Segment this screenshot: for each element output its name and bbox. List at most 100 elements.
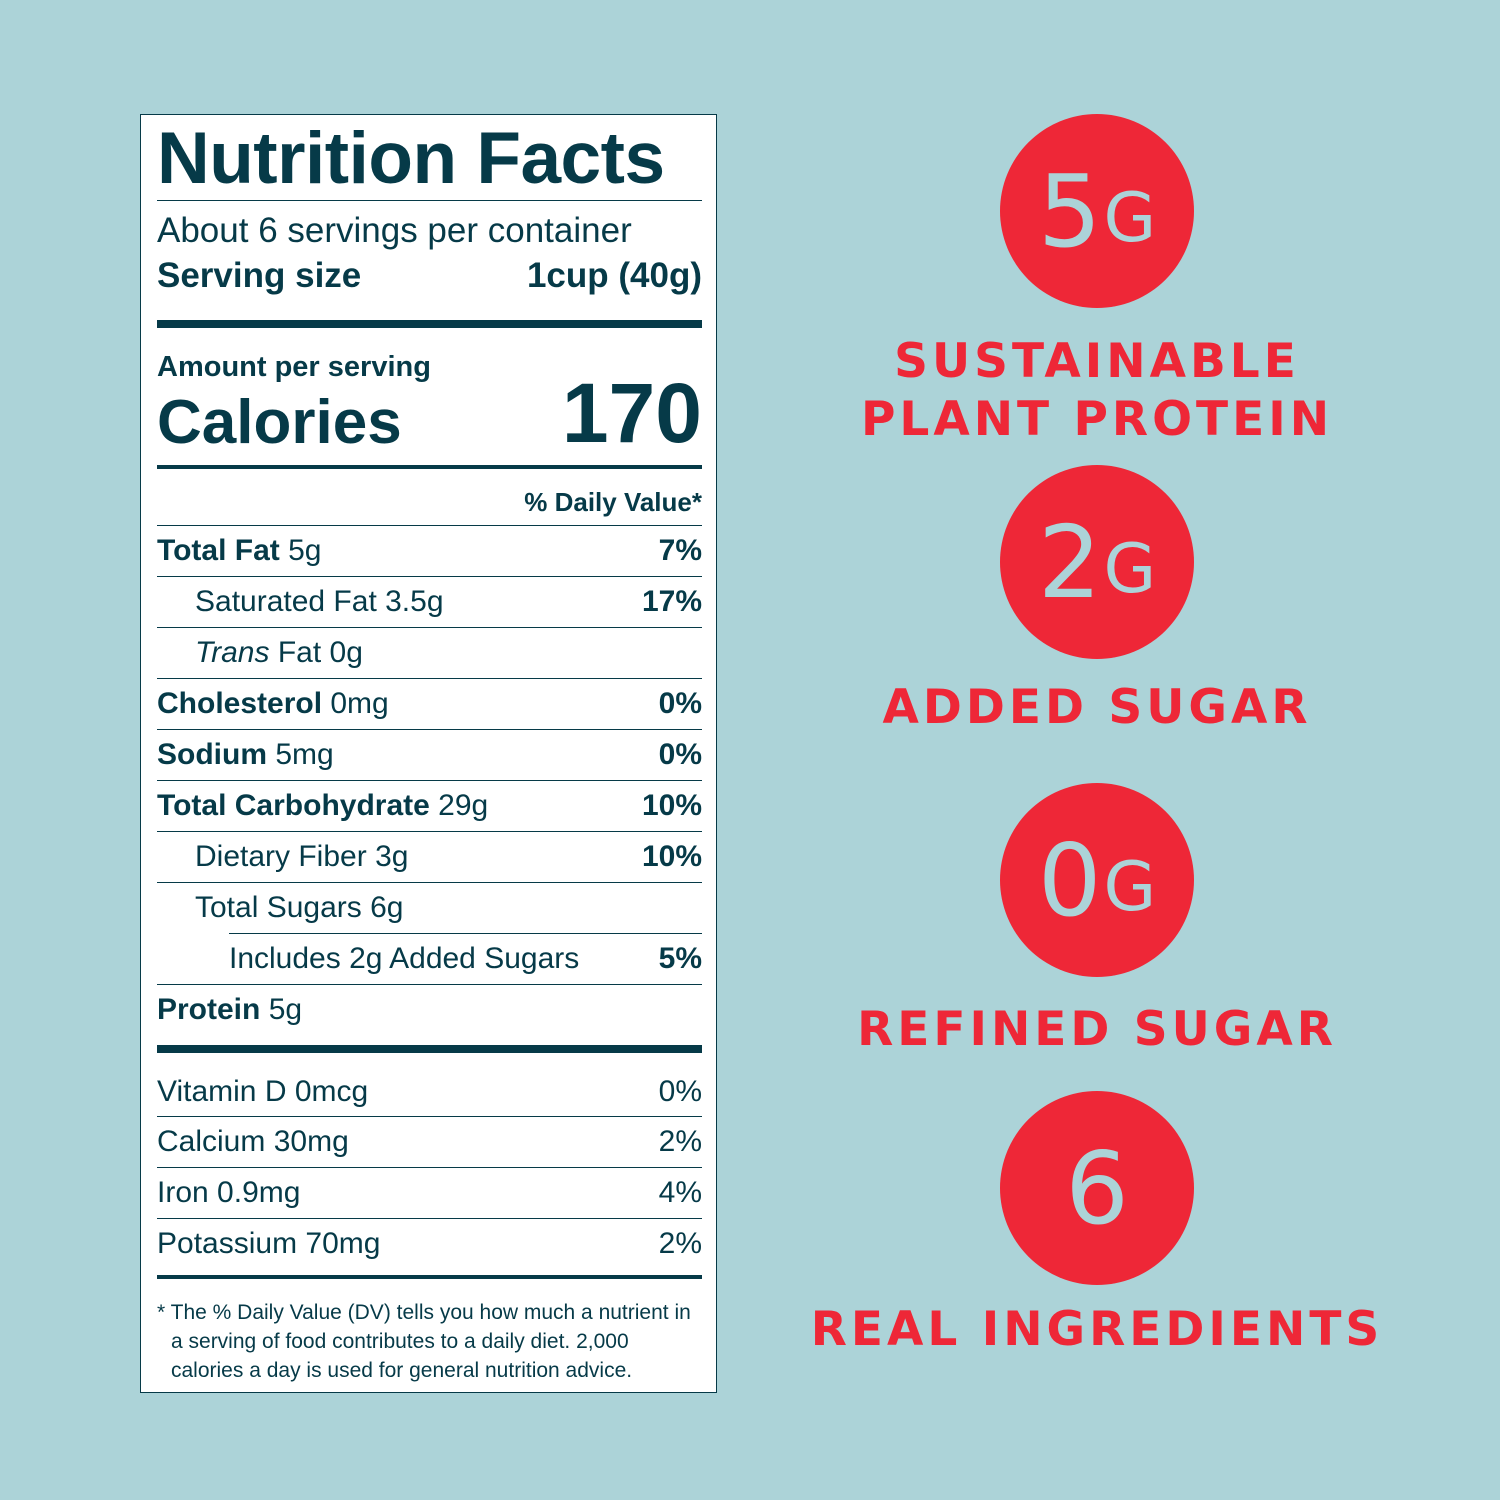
nutrient-name: Dietary Fiber — [195, 840, 367, 873]
nutrient-name: Total Carbohydrate — [157, 789, 430, 822]
nutrient-amount: 29g — [438, 789, 489, 822]
nutrient-name: Total Sugars — [195, 891, 362, 924]
vitamin-row: Iron 0.9mg 4% — [157, 1167, 702, 1218]
medium-rule — [157, 465, 702, 469]
caption-line: REFINED SUGAR — [857, 1002, 1337, 1057]
nutrient: Trans Fat 0g — [157, 636, 363, 670]
medium-rule — [157, 1275, 702, 1279]
badge-unit: G — [1103, 847, 1157, 927]
label-title: Nutrition Facts — [157, 118, 665, 199]
vitamin: Calcium 30mg — [157, 1125, 349, 1159]
nutrient-dv: 7% — [658, 534, 702, 567]
calories-value: 170 — [561, 366, 702, 460]
nutrient-dv: 17% — [641, 585, 702, 618]
nutrient-dv: 10% — [641, 840, 702, 873]
nutrient: Total Carbohydrate 29g — [157, 789, 488, 823]
vitamin-dv: 2% — [658, 1227, 702, 1260]
thick-rule — [157, 320, 702, 328]
nutrient-name: Fat — [277, 636, 322, 669]
nutrient-amount: 0mg — [330, 687, 389, 720]
badge-value: 6 — [1065, 1129, 1129, 1247]
nutrient-dv: 5% — [658, 942, 702, 975]
nutrient-name-italic: Trans — [195, 636, 270, 669]
calories-label: Calories — [157, 388, 402, 457]
servings: About 6 servings per container — [157, 211, 632, 250]
vitamin-dv: 4% — [658, 1176, 702, 1209]
badge-value: 0 — [1037, 821, 1102, 939]
nutrient-amount: 6g — [370, 891, 404, 924]
badge-value: 5 — [1037, 152, 1102, 270]
nutrient-name: Sodium — [157, 738, 267, 771]
nutrient: Protein 5g — [157, 993, 302, 1027]
vitamin-amount: 0mcg — [294, 1074, 369, 1108]
nutrient: Sodium 5mg — [157, 738, 334, 772]
nutrient: Cholesterol 0mg — [157, 687, 389, 721]
vitamin-row: Calcium 30mg 2% — [157, 1116, 702, 1167]
badge-caption: REAL INGREDIENTS — [800, 1301, 1394, 1359]
nutrient-name: Saturated Fat — [195, 585, 377, 618]
nutrient-row: Dietary Fiber 3g 10% — [157, 831, 702, 882]
nutrient-dv: 10% — [641, 789, 702, 822]
nutrient-name: Includes 2g Added Sugars — [229, 942, 580, 975]
badge-value: 2 — [1037, 503, 1102, 621]
nutrient-name: Total Fat — [157, 534, 280, 567]
vitamin-name: Iron — [157, 1176, 209, 1209]
vitamin-row: Vitamin D 0mcg 0% — [157, 1066, 702, 1117]
serving-size: Serving size 1cup (40g) — [157, 256, 702, 296]
vitamin-amount: 0.9mg — [217, 1176, 301, 1209]
nutrient-amount: 3.5g — [385, 585, 444, 618]
nutrient-name: Cholesterol — [157, 687, 323, 720]
vitamin-dv: 0% — [658, 1074, 702, 1108]
nutrient-row: Trans Fat 0g — [157, 627, 702, 678]
amount-per-serving: Amount per serving — [157, 351, 431, 383]
caption-line: SUSTAINABLE — [894, 334, 1300, 389]
footnote: * The % Daily Value (DV) tells you how m… — [157, 1301, 691, 1382]
vitamin-name: Potassium — [157, 1227, 298, 1260]
nutrient-dv: 0% — [658, 687, 702, 720]
vitamin: Iron 0.9mg — [157, 1176, 300, 1210]
thick-rule — [157, 1045, 702, 1053]
badge-unit: G — [1103, 529, 1157, 609]
badge-caption: ADDED SUGAR — [800, 679, 1394, 737]
nutrient-amount: 5mg — [275, 738, 334, 771]
serving-size-label: Serving size — [157, 256, 362, 295]
nutrient-amount: 5g — [268, 993, 303, 1026]
caption-line: REAL INGREDIENTS — [810, 1302, 1384, 1357]
nutrient-dv: 0% — [658, 738, 702, 771]
badge: 6 — [1000, 1091, 1194, 1285]
nutrient-amount: 5g — [288, 534, 322, 567]
nutrient-row: Includes 2g Added Sugars 5% — [229, 933, 702, 984]
nutrient: Total Fat 5g — [157, 534, 322, 568]
nutrient: Total Sugars 6g — [157, 891, 403, 925]
vitamin-row: Potassium 70mg 2% — [157, 1218, 702, 1269]
nutrient-row: Total Carbohydrate 29g 10% — [157, 780, 702, 831]
nutrient-row: Sodium 5mg 0% — [157, 729, 702, 780]
nutrient-row: Total Sugars 6g — [157, 882, 702, 933]
serving-size-value: 1cup (40g) — [526, 256, 702, 295]
vitamin-amount: 70mg — [305, 1227, 381, 1260]
nutrient-name: Protein — [157, 993, 261, 1026]
vitamin-name: Calcium — [157, 1125, 266, 1158]
nutrient-amount: 3g — [375, 840, 409, 873]
nutrient: Saturated Fat 3.5g — [157, 585, 444, 619]
vitamin-amount: 30mg — [273, 1125, 349, 1158]
caption-line: PLANT PROTEIN — [860, 392, 1334, 447]
rule — [157, 200, 702, 201]
dv-header: % Daily Value* — [524, 487, 702, 517]
nutrient-row: Total Fat 5g 7% — [157, 525, 702, 576]
nutrient-row: Saturated Fat 3.5g 17% — [157, 576, 702, 627]
nutrient: Dietary Fiber 3g — [157, 840, 408, 874]
vitamin-name: Vitamin D — [157, 1074, 287, 1108]
nutrient-amount: 0g — [329, 636, 363, 669]
caption-line: ADDED SUGAR — [882, 680, 1312, 735]
badge-caption: REFINED SUGAR — [800, 1001, 1394, 1059]
badge-unit: G — [1103, 178, 1157, 258]
nutrient-row: Protein 5g — [157, 984, 702, 1035]
vitamin: Vitamin D 0mcg — [157, 1075, 368, 1109]
nutrition-label: Nutrition Facts About 6 servings per con… — [140, 114, 717, 1393]
nutrient-row: Cholesterol 0mg 0% — [157, 678, 702, 729]
